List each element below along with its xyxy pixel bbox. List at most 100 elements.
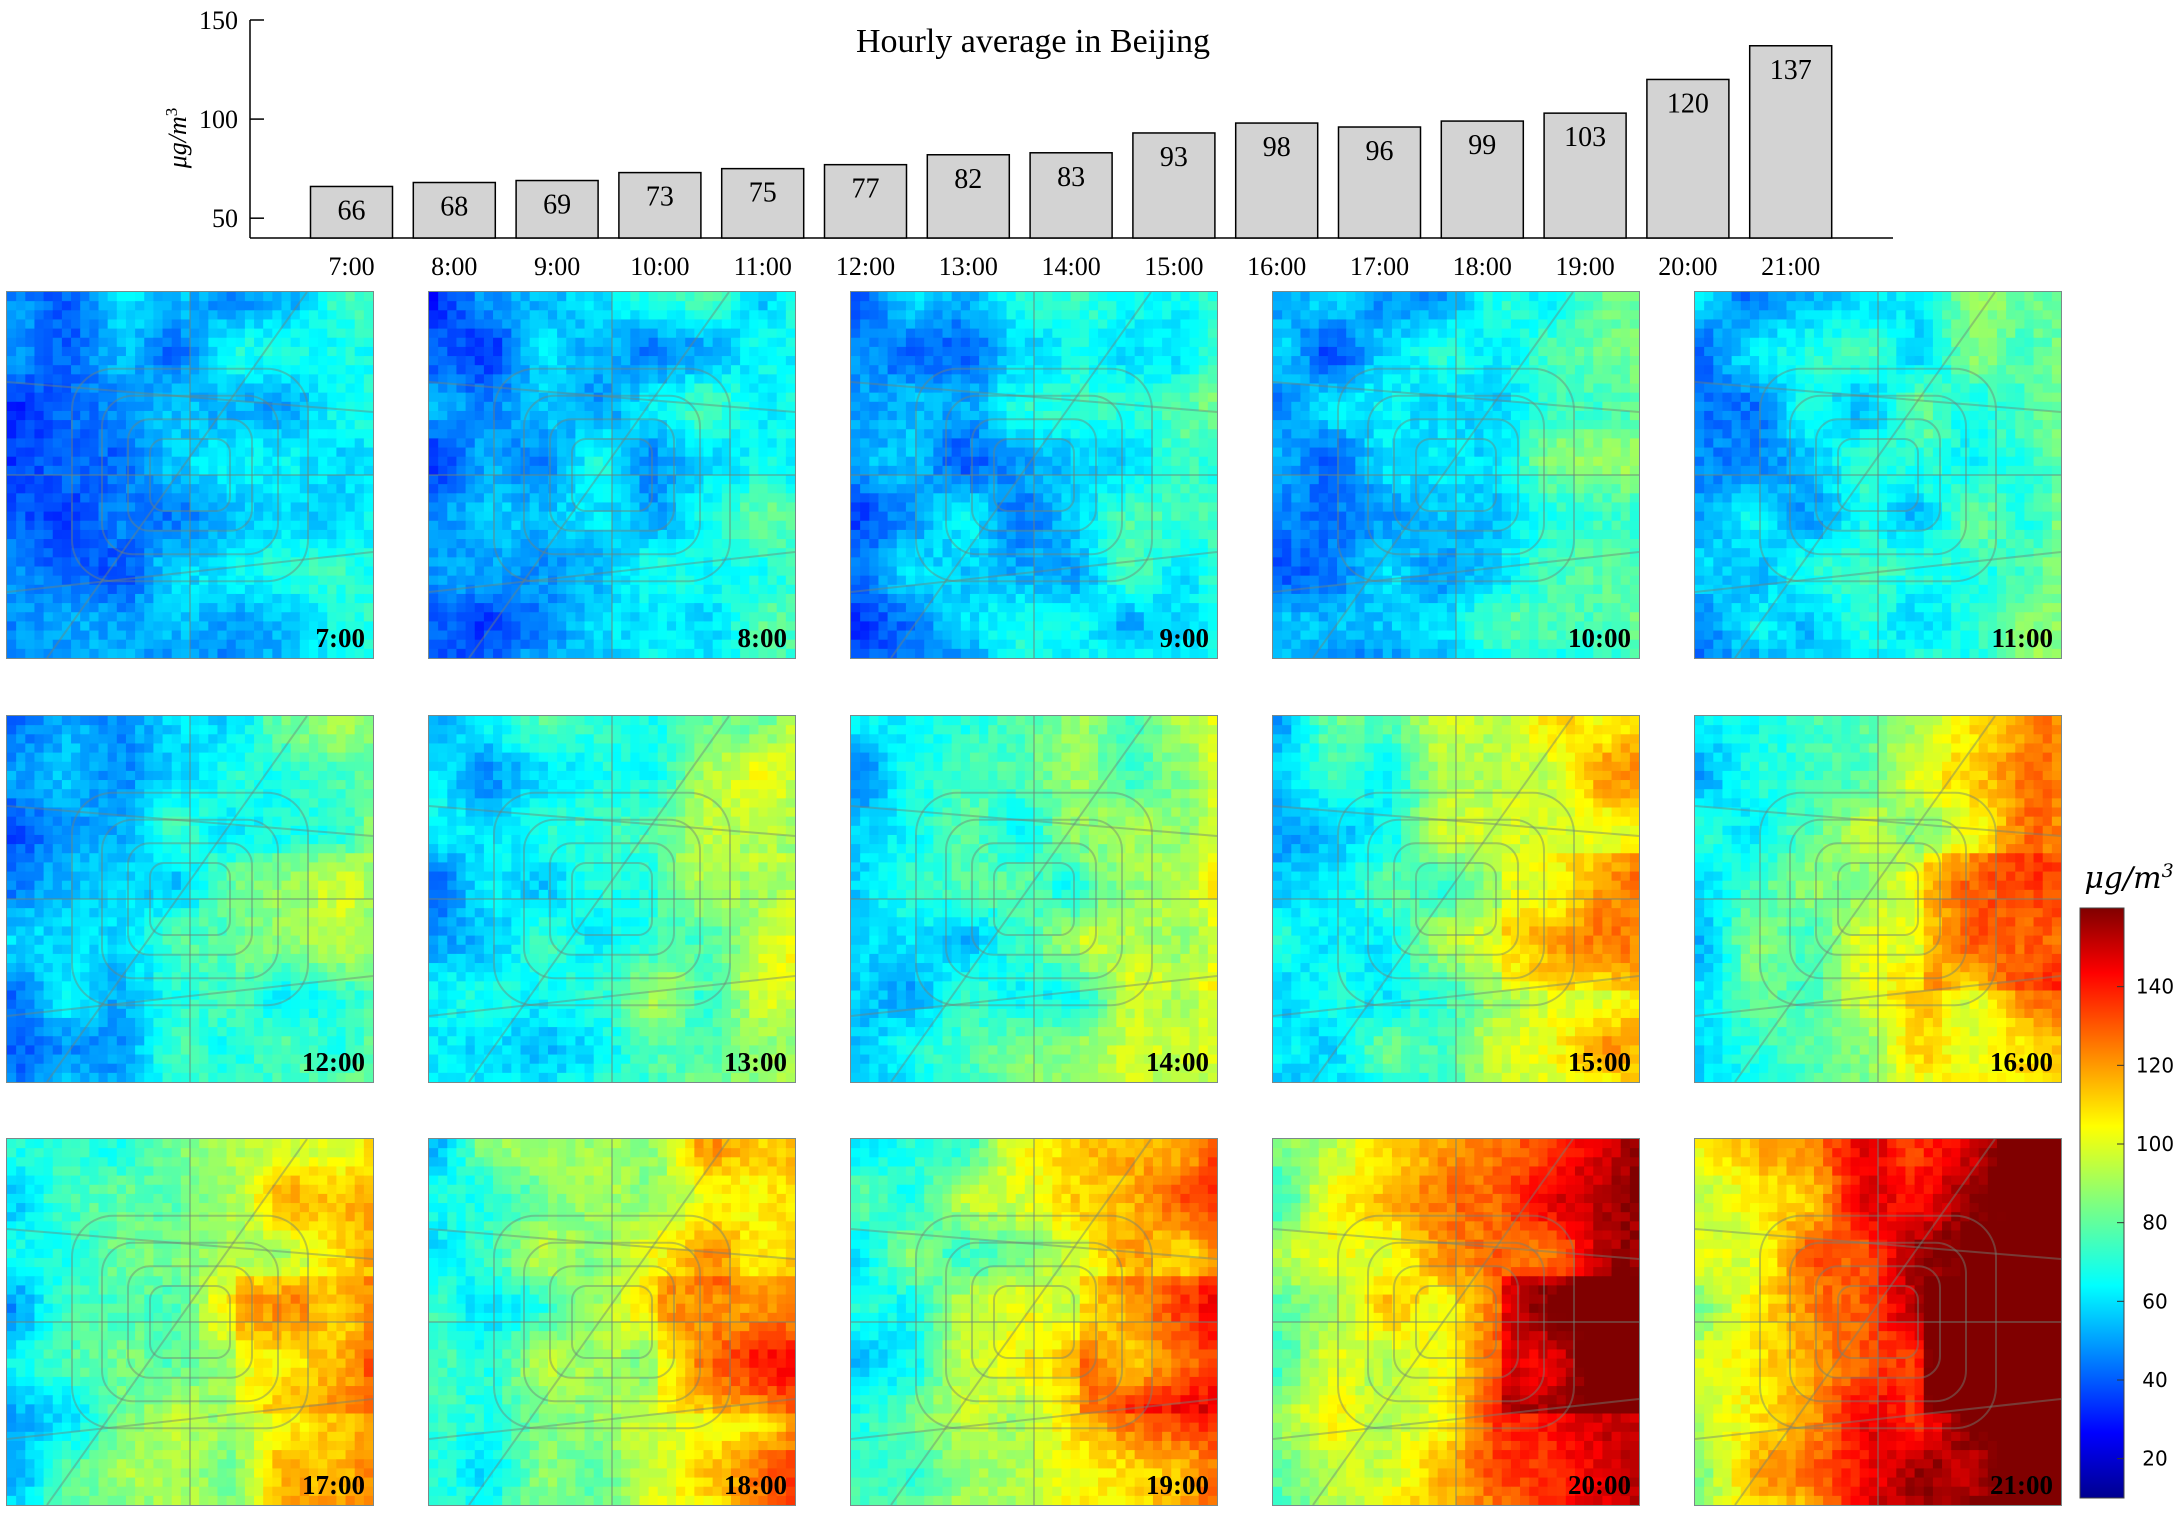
heatmap-cell <box>1034 365 1044 375</box>
heatmap-cell <box>1282 310 1292 320</box>
heatmap-cell <box>538 584 549 595</box>
heatmap-cell <box>740 557 750 567</box>
heatmap-cell <box>685 511 695 522</box>
heatmap-cell <box>116 502 127 513</box>
heatmap-cell <box>1125 465 1136 476</box>
heatmap-cell <box>235 648 246 658</box>
heatmap-cell <box>144 557 154 567</box>
heatmap-cell <box>98 456 109 467</box>
heatmap-cell <box>199 438 209 449</box>
heatmap-cell <box>125 319 136 330</box>
heatmap-cell <box>924 529 934 540</box>
heatmap-cell <box>43 392 54 403</box>
heatmap-cell <box>1602 292 1613 302</box>
heatmap-cell <box>208 447 218 458</box>
heatmap-cell <box>180 566 191 577</box>
heatmap-cell <box>887 584 898 595</box>
heatmap-cell <box>438 630 448 641</box>
heatmap-cell <box>1088 575 1099 586</box>
heatmap-cell <box>226 520 237 531</box>
heatmap-cell <box>16 502 26 513</box>
heatmap-cell <box>429 529 439 540</box>
heatmap-cell <box>135 475 145 485</box>
heatmap-cell <box>997 520 1008 531</box>
heatmap-cell <box>621 639 631 650</box>
heatmap-cell <box>327 548 337 558</box>
heatmap-cell <box>336 319 347 330</box>
heatmap-cell <box>915 639 925 650</box>
heatmap-cell <box>1207 639 1217 650</box>
heatmap-cell <box>730 365 741 375</box>
heatmap-cell <box>16 292 26 302</box>
heatmap-cell <box>538 383 549 394</box>
heatmap-cell <box>639 429 650 439</box>
heatmap-cell <box>887 374 898 384</box>
heatmap-cell <box>730 593 741 604</box>
heatmap-cell <box>107 548 118 558</box>
heatmap-cell <box>942 584 953 595</box>
heatmap-cell <box>639 539 650 549</box>
heatmap-cell <box>456 493 467 503</box>
heatmap-cell <box>493 603 503 613</box>
heatmap-cell <box>924 410 934 421</box>
heatmap-cell <box>979 621 989 632</box>
heatmap-cell <box>125 612 136 622</box>
heatmap-cell <box>474 319 485 330</box>
heatmap-cell <box>1088 319 1099 330</box>
heatmap-cell <box>1180 603 1191 613</box>
heatmap-cell <box>299 319 310 330</box>
heatmap-cell <box>1143 502 1154 513</box>
heatmap-cell <box>465 493 476 503</box>
heatmap-cell <box>960 356 971 366</box>
heatmap-cell <box>80 365 90 375</box>
heatmap-cell <box>740 310 750 320</box>
heatmap-cell <box>336 365 347 375</box>
heatmap-cell <box>52 346 63 357</box>
heatmap-cell <box>1152 584 1163 595</box>
heatmap-cell <box>354 465 365 476</box>
heatmap-cell <box>217 639 228 650</box>
heatmap-cell <box>327 639 337 650</box>
heatmap-cell <box>336 356 347 366</box>
heatmap-cell <box>345 301 356 311</box>
heatmap-cell <box>1162 648 1172 658</box>
heatmap-cell <box>363 529 373 540</box>
heatmap-cell <box>1134 639 1145 650</box>
heatmap-cell <box>666 502 677 513</box>
heatmap-cell <box>318 548 328 558</box>
heatmap-cell <box>1088 301 1099 311</box>
heatmap-cell <box>1162 346 1172 357</box>
heatmap-cell <box>1024 356 1035 366</box>
heatmap-cell <box>1034 630 1044 641</box>
heatmap-cell <box>502 502 512 513</box>
heatmap-cell <box>575 493 586 503</box>
heatmap-cell <box>851 475 861 485</box>
heatmap-cell <box>456 374 467 384</box>
heatmap-cell <box>135 557 145 567</box>
heatmap-cell <box>602 520 613 531</box>
heatmap-cell <box>1024 539 1035 549</box>
heatmap-cell <box>71 456 81 467</box>
heatmap-cell <box>1088 584 1099 595</box>
heatmap-cell <box>171 383 182 394</box>
heatmap-cell <box>657 392 668 403</box>
heatmap-cell <box>254 319 264 330</box>
heatmap-cell <box>1152 447 1163 458</box>
heatmap-cell <box>997 292 1008 302</box>
heatmap-cell <box>1134 374 1145 384</box>
heatmap-cell <box>924 584 934 595</box>
heatmap-cell <box>1006 639 1017 650</box>
heatmap-cell <box>785 557 795 567</box>
heatmap-cell <box>1207 328 1217 339</box>
heatmap-cell <box>860 630 870 641</box>
heatmap-cell <box>666 292 677 302</box>
heatmap-cell <box>1043 328 1053 339</box>
heatmap-cell <box>602 328 613 339</box>
heatmap-cell <box>1207 420 1217 430</box>
heatmap-cell <box>144 529 154 540</box>
heatmap-cell <box>363 365 373 375</box>
heatmap-cell <box>749 648 759 658</box>
heatmap-cell <box>465 557 476 567</box>
heatmap-cell <box>869 465 879 476</box>
heatmap-cell <box>860 639 870 650</box>
